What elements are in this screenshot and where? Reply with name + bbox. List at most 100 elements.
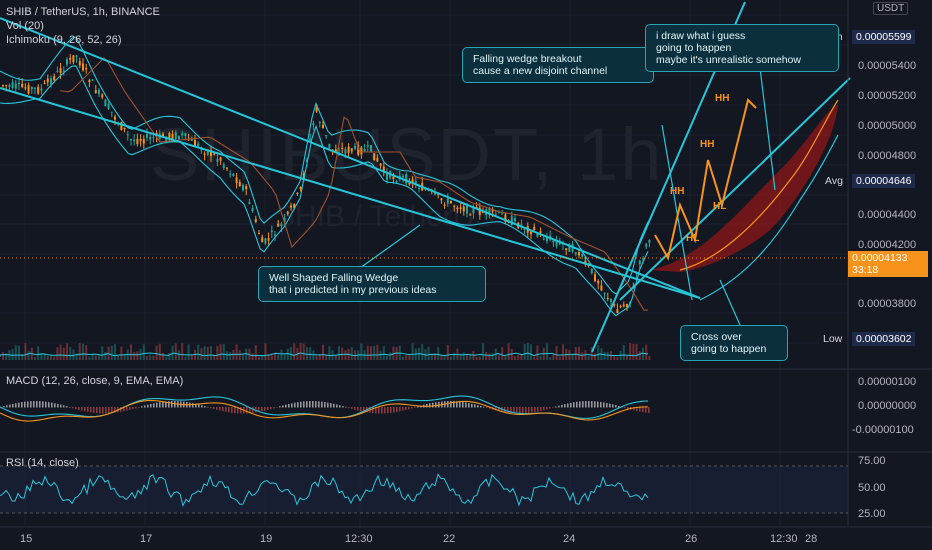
volume-bar — [72, 349, 75, 360]
volume-bar — [40, 354, 43, 360]
macd-hist-bar — [615, 405, 617, 408]
volume-bar — [203, 346, 206, 360]
candle-body — [283, 217, 286, 223]
volume-bar — [82, 343, 84, 360]
candle-body — [34, 87, 36, 89]
volume-bar — [213, 355, 216, 360]
macd-hist-bar — [633, 407, 635, 411]
macd-hist-bar — [363, 407, 365, 412]
candle-body — [2, 85, 4, 87]
candle-body — [597, 280, 600, 284]
vol-legend[interactable]: Vol (20) — [6, 20, 44, 32]
candle-body — [94, 90, 97, 93]
macd-hist-bar — [45, 401, 47, 408]
volume-bar — [130, 344, 132, 360]
candle-body — [277, 223, 280, 227]
candle-body — [619, 306, 622, 308]
volume-bar — [581, 352, 584, 360]
volume-bar — [632, 343, 635, 360]
candle-body — [590, 268, 593, 274]
candle-body — [565, 248, 568, 251]
candle-body — [440, 198, 443, 201]
candle-body — [379, 163, 382, 166]
macd-hist-bar — [105, 407, 107, 414]
volume-bar — [328, 346, 331, 360]
candle-body — [510, 216, 513, 226]
volume-bar — [184, 356, 187, 360]
volume-bar — [443, 356, 446, 360]
wedge-note[interactable]: Well Shaped Falling Wedge that i predict… — [258, 266, 486, 302]
volume-bar — [405, 355, 408, 360]
macd-hist-bar — [15, 403, 17, 408]
candle-body — [197, 143, 200, 147]
macd-hist-bar — [120, 407, 122, 412]
macd-hist-bar — [393, 407, 395, 413]
volume-bar — [190, 354, 193, 360]
candle-body — [546, 237, 548, 242]
macd-hist-bar — [90, 407, 92, 413]
volume-bar — [517, 354, 520, 360]
macd-hist-bar — [87, 407, 89, 412]
volume-bar — [306, 347, 308, 360]
macd-hist-bar — [72, 407, 74, 409]
candle-body — [37, 87, 40, 94]
macd-hist-bar — [522, 407, 524, 414]
volume-bar — [216, 345, 219, 360]
candle-body — [638, 260, 641, 265]
rsi-band — [0, 466, 848, 513]
candle-body — [357, 145, 360, 155]
symbol-title[interactable]: SHIB / TetherUS, 1h, BINANCE — [6, 6, 160, 18]
candle-body — [248, 202, 251, 205]
volume-bar — [50, 354, 52, 360]
candle-body — [85, 68, 88, 70]
macd-hist-bar — [303, 401, 305, 408]
guess-note[interactable]: i draw what i guess going to happen mayb… — [645, 24, 839, 72]
candle-body — [254, 219, 257, 222]
macd-hist-bar — [270, 407, 272, 410]
volume-bar — [334, 355, 337, 360]
macd-hist-bar — [435, 402, 437, 408]
ichimoku-legend[interactable]: Ichimoku (9, 26, 52, 26) — [6, 34, 122, 46]
candle-body — [434, 192, 436, 195]
volume-bar — [373, 345, 376, 360]
projection-zigzag[interactable] — [654, 98, 757, 261]
macd-hist-bar — [327, 402, 329, 408]
breakout-note[interactable]: Falling wedge breakout cause a new disjo… — [462, 47, 654, 83]
macd-hist-bar — [462, 401, 464, 408]
symbol-watermark-sub: SHIB / TetherUS — [275, 200, 495, 233]
macd-hist-bar — [195, 403, 197, 408]
currency-label[interactable]: USDT — [873, 2, 909, 15]
candle-body — [642, 258, 644, 260]
candle-body — [274, 234, 276, 236]
candle-body — [194, 140, 196, 147]
volume-bar — [546, 343, 548, 360]
macd-hist-bar — [564, 404, 566, 408]
candle-body — [600, 285, 603, 291]
volume-bar — [43, 353, 46, 360]
macd-hist-bar — [318, 401, 320, 408]
candle-body — [62, 70, 65, 72]
macd-tick: 0.00000000 — [858, 400, 917, 412]
volume-bar — [46, 356, 49, 360]
macd-hist-bar — [336, 404, 338, 408]
macd-hist-bar — [642, 407, 644, 413]
candle-body — [280, 223, 283, 227]
volume-bar — [5, 353, 8, 360]
candle-body — [616, 309, 619, 314]
candle-body — [251, 207, 254, 211]
candle-body — [40, 88, 43, 91]
volume-bar — [53, 356, 56, 360]
candle-body — [72, 55, 75, 63]
macd-hist-bar — [147, 404, 149, 408]
rsi-legend[interactable]: RSI (14, close) — [6, 457, 79, 469]
macd-hist-bar — [99, 407, 101, 414]
macd-hist-bar — [39, 401, 41, 408]
crossover-note[interactable]: Cross over going to happen — [680, 325, 788, 361]
avg-value: 0.00004646 — [852, 174, 916, 188]
macd-hist-bar — [123, 407, 125, 412]
macd-legend[interactable]: MACD (12, 26, close, 9, EMA, EMA) — [6, 375, 184, 387]
macd-hist-bar — [561, 404, 563, 408]
candle-body — [126, 134, 129, 136]
macd-hist-bar — [405, 407, 407, 411]
